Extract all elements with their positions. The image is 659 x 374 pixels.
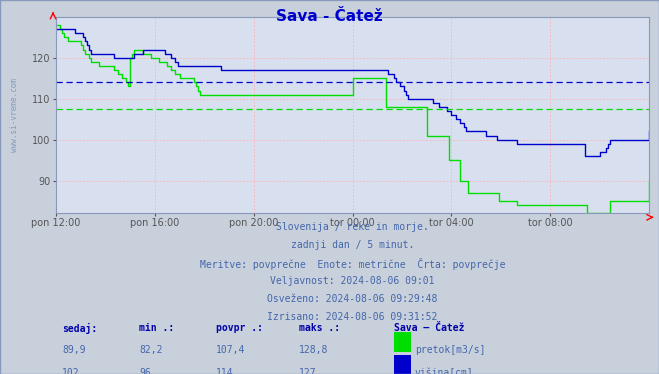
- Text: 107,4: 107,4: [216, 344, 246, 355]
- Text: Slovenija / reke in morje.: Slovenija / reke in morje.: [276, 222, 429, 232]
- Text: zadnji dan / 5 minut.: zadnji dan / 5 minut.: [291, 240, 415, 250]
- Text: maks .:: maks .:: [299, 324, 340, 334]
- Bar: [394, 332, 411, 352]
- Text: Veljavnost: 2024-08-06 09:01: Veljavnost: 2024-08-06 09:01: [270, 276, 435, 286]
- Text: Izrisano: 2024-08-06 09:31:52: Izrisano: 2024-08-06 09:31:52: [268, 312, 438, 322]
- Text: 114: 114: [216, 368, 234, 374]
- Text: povpr .:: povpr .:: [216, 324, 263, 334]
- Text: 128,8: 128,8: [299, 344, 329, 355]
- Text: višina[cm]: višina[cm]: [415, 368, 474, 374]
- Text: Sava – Čatež: Sava – Čatež: [394, 324, 465, 334]
- Text: pretok[m3/s]: pretok[m3/s]: [415, 344, 485, 355]
- Text: Sava - Čatež: Sava - Čatež: [276, 9, 383, 24]
- Text: min .:: min .:: [139, 324, 174, 334]
- Text: 82,2: 82,2: [139, 344, 163, 355]
- Text: Osveženo: 2024-08-06 09:29:48: Osveženo: 2024-08-06 09:29:48: [268, 294, 438, 304]
- Text: 102: 102: [62, 368, 80, 374]
- Bar: [394, 355, 411, 374]
- Text: Meritve: povprečne  Enote: metrične  Črta: povprečje: Meritve: povprečne Enote: metrične Črta:…: [200, 258, 505, 270]
- Text: 127: 127: [299, 368, 317, 374]
- Text: www.si-vreme.com: www.si-vreme.com: [10, 78, 19, 152]
- Text: 96: 96: [139, 368, 151, 374]
- Text: 89,9: 89,9: [62, 344, 86, 355]
- Text: sedaj:: sedaj:: [62, 324, 97, 334]
